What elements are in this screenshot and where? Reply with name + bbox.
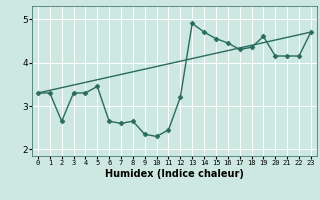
X-axis label: Humidex (Indice chaleur): Humidex (Indice chaleur): [105, 169, 244, 179]
